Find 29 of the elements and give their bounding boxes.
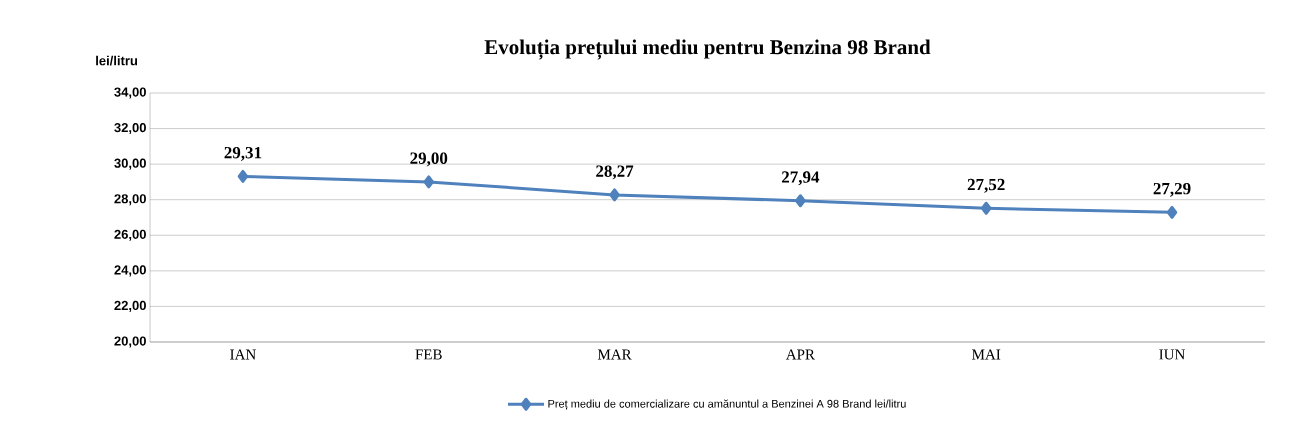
point [795, 194, 806, 208]
point [423, 175, 434, 189]
x-tick-label: FEB [415, 349, 442, 360]
y-tick-label: 28,00 [114, 194, 146, 206]
point [609, 188, 620, 202]
x-tick-label: IUN [1159, 349, 1185, 360]
y-tick-label: 32,00 [114, 123, 146, 135]
data-label: 29,00 [410, 152, 448, 167]
x-tick-label: MAR [597, 349, 632, 360]
x-tick-label: IAN [230, 349, 256, 360]
data-label: 29,31 [224, 146, 262, 161]
y-tick-label: 20,00 [114, 336, 146, 348]
chart-title: Evoluția prețului mediu pentru Benzina 98 Brand [484, 39, 931, 60]
data-label: 28,27 [596, 165, 634, 180]
point [980, 201, 992, 215]
x-tick-label: APR [785, 349, 815, 360]
y-tick-label: 34,00 [114, 87, 146, 99]
data-label: 27,52 [967, 178, 1005, 193]
point [237, 169, 249, 183]
data-label: 27,29 [1153, 182, 1191, 197]
point [1166, 205, 1178, 219]
y-tick-label: 26,00 [114, 229, 146, 241]
y-tick-label: 22,00 [114, 300, 146, 312]
x-tick-label: MAI [972, 349, 1001, 360]
legend-label: Preț mediu de comercializare cu amănuntul a Benzinei A 98 Brand lei/litru [548, 399, 906, 410]
y-tick-label: 30,00 [114, 158, 146, 170]
y-axis-title: lei/litru [96, 55, 138, 66]
data-label: 27,94 [781, 171, 820, 186]
y-tick-label: 24,00 [114, 265, 146, 277]
